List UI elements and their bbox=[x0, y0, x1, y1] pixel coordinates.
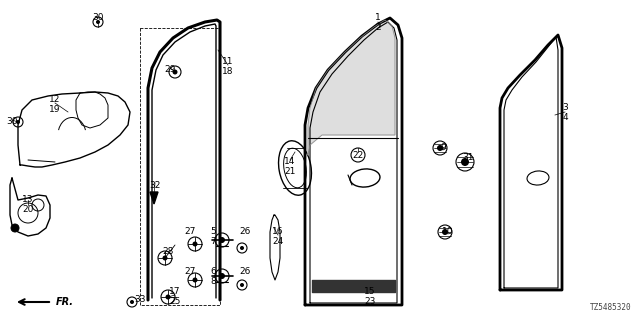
Text: 23: 23 bbox=[364, 298, 376, 307]
Text: 14: 14 bbox=[284, 157, 296, 166]
Text: 17: 17 bbox=[169, 287, 180, 297]
Polygon shape bbox=[308, 20, 395, 155]
Text: 26: 26 bbox=[239, 228, 251, 236]
Polygon shape bbox=[150, 192, 158, 204]
Circle shape bbox=[219, 273, 225, 279]
Text: 19: 19 bbox=[49, 106, 61, 115]
Circle shape bbox=[163, 255, 168, 260]
Circle shape bbox=[442, 229, 448, 235]
Text: 3: 3 bbox=[562, 103, 568, 113]
Text: 6: 6 bbox=[210, 268, 216, 276]
Text: 4: 4 bbox=[562, 114, 568, 123]
Text: 33: 33 bbox=[134, 295, 146, 305]
Text: TZ5485320: TZ5485320 bbox=[590, 303, 632, 312]
Circle shape bbox=[461, 158, 469, 166]
Circle shape bbox=[193, 277, 198, 283]
Text: 7: 7 bbox=[210, 237, 216, 246]
Text: 2: 2 bbox=[375, 23, 381, 33]
Text: 1: 1 bbox=[375, 13, 381, 22]
Circle shape bbox=[130, 300, 134, 304]
Text: 16: 16 bbox=[272, 228, 284, 236]
Text: 15: 15 bbox=[364, 287, 376, 297]
Text: 9: 9 bbox=[440, 143, 446, 153]
Text: 12: 12 bbox=[49, 95, 61, 105]
Circle shape bbox=[193, 242, 198, 246]
Text: 30: 30 bbox=[92, 13, 104, 22]
Text: 18: 18 bbox=[222, 68, 234, 76]
Text: FR.: FR. bbox=[56, 297, 74, 307]
Circle shape bbox=[240, 283, 244, 287]
Text: 13: 13 bbox=[22, 196, 34, 204]
Circle shape bbox=[240, 246, 244, 250]
Circle shape bbox=[166, 294, 170, 300]
Text: 27: 27 bbox=[184, 268, 196, 276]
Text: 28: 28 bbox=[163, 247, 173, 257]
Circle shape bbox=[173, 69, 177, 75]
Text: 11: 11 bbox=[222, 58, 234, 67]
Text: 29: 29 bbox=[164, 66, 176, 75]
Circle shape bbox=[96, 20, 100, 24]
Text: 31: 31 bbox=[462, 154, 474, 163]
Circle shape bbox=[219, 237, 225, 243]
Text: 32: 32 bbox=[149, 180, 161, 189]
Text: 26: 26 bbox=[239, 268, 251, 276]
Text: 22: 22 bbox=[353, 150, 364, 159]
Text: 21: 21 bbox=[284, 167, 296, 177]
Circle shape bbox=[437, 145, 443, 151]
Text: 25: 25 bbox=[170, 298, 180, 307]
Text: 30: 30 bbox=[6, 117, 18, 126]
Circle shape bbox=[11, 224, 19, 232]
Circle shape bbox=[16, 120, 20, 124]
Text: 10: 10 bbox=[442, 228, 454, 236]
Text: 20: 20 bbox=[22, 205, 34, 214]
Text: 8: 8 bbox=[210, 277, 216, 286]
Text: 27: 27 bbox=[184, 228, 196, 236]
Text: 24: 24 bbox=[273, 237, 284, 246]
Text: 5: 5 bbox=[210, 228, 216, 236]
